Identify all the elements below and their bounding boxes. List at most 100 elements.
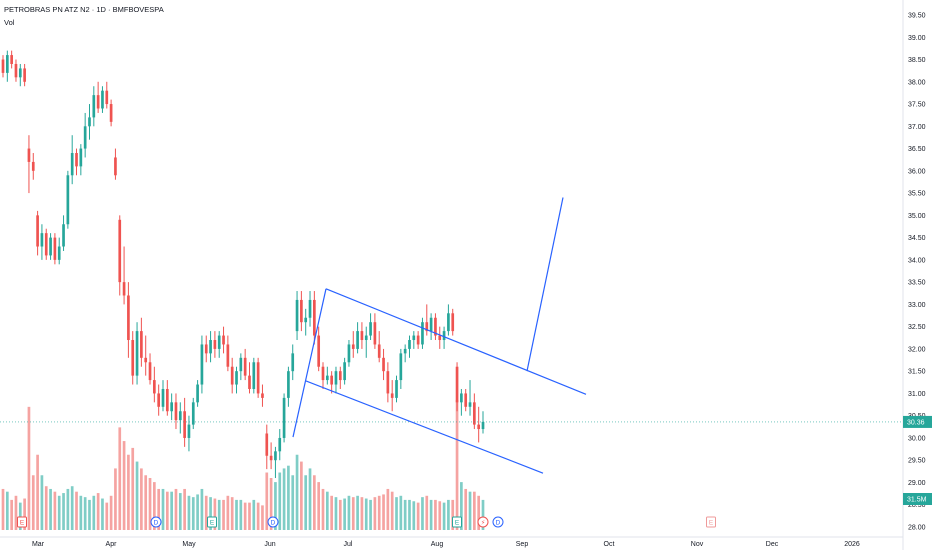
last-volume-label: 31.5M <box>907 497 927 504</box>
volume-bars <box>1 400 485 530</box>
candle-body <box>122 282 126 296</box>
candle-body <box>217 335 221 349</box>
time-tick-label: Apr <box>106 541 118 548</box>
time-tick-label: May <box>182 541 196 548</box>
volume-bar <box>287 465 290 530</box>
volume-bar <box>157 488 161 530</box>
candle-body <box>421 322 424 345</box>
candle-body <box>18 68 22 78</box>
candle-body <box>161 388 165 407</box>
volume-bar <box>49 488 52 530</box>
candle-body <box>473 402 476 425</box>
volume-bar <box>23 498 26 530</box>
volume-bar <box>477 495 481 530</box>
candle-body <box>313 299 316 336</box>
candle-body <box>261 393 264 398</box>
time-tick-label: Jun <box>264 541 275 548</box>
event-marker-label: E <box>210 520 215 527</box>
candle-body <box>395 380 398 398</box>
candle-body <box>57 246 61 260</box>
volume-bar <box>369 499 372 530</box>
volume-bar <box>105 502 109 530</box>
price-tick-label: 28.00 <box>908 525 926 532</box>
volume-bar <box>248 502 251 530</box>
volume-bar <box>274 482 277 530</box>
candle-body <box>239 357 243 372</box>
price-tick-label: 29.00 <box>908 480 926 487</box>
price-tick-label: 33.50 <box>908 280 926 287</box>
volume-bar <box>66 488 70 530</box>
volume-bar <box>217 499 221 530</box>
volume-bar <box>395 497 398 530</box>
candle-body <box>317 335 321 367</box>
candle-body <box>252 362 256 389</box>
volume-bar <box>269 478 273 530</box>
time-tick-label: Jul <box>344 541 353 548</box>
price-tick-label: 32.00 <box>908 346 926 353</box>
price-tick-label: 37.50 <box>908 102 926 109</box>
volume-bar <box>83 497 87 530</box>
volume-bar <box>144 475 148 530</box>
candle-body <box>386 371 390 394</box>
candle-body <box>274 451 277 461</box>
earnings-marker <box>17 516 27 528</box>
candle-body <box>5 55 9 73</box>
price-tick-label: 32.50 <box>908 324 926 331</box>
candle-body <box>343 362 346 381</box>
candle-body <box>23 68 26 82</box>
volume-bar <box>382 494 385 530</box>
event-marker-label: D <box>154 520 159 527</box>
volume-bar <box>317 482 321 530</box>
candle-body <box>477 424 481 430</box>
candle-body <box>53 237 57 260</box>
volume-bar <box>313 475 316 530</box>
volume-bar <box>343 498 346 530</box>
candle-body <box>464 393 468 407</box>
volume-bar <box>434 499 437 530</box>
volume-bar <box>5 491 9 530</box>
volume-bar <box>447 499 450 530</box>
candle-body <box>96 95 100 109</box>
candle-body <box>382 357 385 372</box>
volume-bar <box>321 488 325 530</box>
volume-bar <box>75 491 78 530</box>
volume-bar <box>464 488 468 530</box>
price-tick-label: 30.00 <box>908 435 926 442</box>
candle-body <box>429 317 433 332</box>
price-tick-label: 31.50 <box>908 369 926 376</box>
volume-bar <box>451 499 455 530</box>
candle-body <box>351 344 355 349</box>
volume-bar <box>165 491 169 530</box>
candle-body <box>399 353 403 381</box>
candle-body <box>191 402 195 425</box>
volume-bar <box>18 502 22 530</box>
price-tick-label: 38.50 <box>908 57 926 64</box>
candle-body <box>468 402 472 407</box>
time-tick-label: Mar <box>32 541 45 548</box>
candle-body <box>455 366 459 403</box>
volume-bar <box>473 491 476 530</box>
price-tick-label: 39.50 <box>908 13 926 20</box>
last-price-tag <box>903 415 932 428</box>
candle-body <box>256 362 260 394</box>
volume-bar <box>377 495 381 530</box>
candle-body <box>338 371 342 381</box>
earnings-marker <box>452 516 462 528</box>
candle-body <box>412 335 416 341</box>
volume-bar <box>187 495 191 530</box>
price-tick-label: 34.00 <box>908 257 926 264</box>
candles <box>1 50 485 479</box>
chart-header: PETROBRAS PN ATZ N2 · 1D · BMFBOVESPA Vo… <box>4 4 164 29</box>
event-marker-label: E <box>455 520 460 527</box>
volume-bar <box>70 486 74 530</box>
volume-bar <box>460 482 463 530</box>
candle-body <box>265 433 269 456</box>
candle-body <box>144 357 148 363</box>
volume-bar <box>425 495 429 530</box>
candle-body <box>1 59 5 73</box>
volume-bar <box>468 491 472 530</box>
volume-indicator-label[interactable]: Vol <box>4 18 15 27</box>
candle-body <box>49 237 52 256</box>
